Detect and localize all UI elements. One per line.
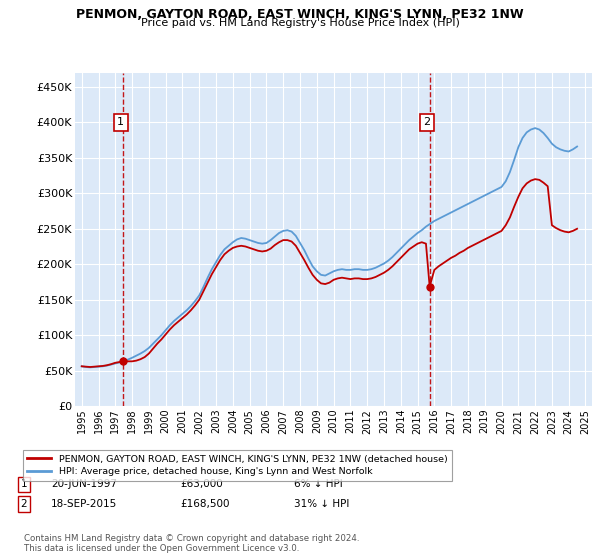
Text: 1: 1 xyxy=(20,479,28,489)
Text: £168,500: £168,500 xyxy=(180,499,229,509)
Text: 20-JUN-1997: 20-JUN-1997 xyxy=(51,479,117,489)
Text: 18-SEP-2015: 18-SEP-2015 xyxy=(51,499,117,509)
Text: Price paid vs. HM Land Registry's House Price Index (HPI): Price paid vs. HM Land Registry's House … xyxy=(140,18,460,29)
Text: 2: 2 xyxy=(20,499,28,509)
Legend: PENMON, GAYTON ROAD, EAST WINCH, KING'S LYNN, PE32 1NW (detached house), HPI: Av: PENMON, GAYTON ROAD, EAST WINCH, KING'S … xyxy=(23,450,452,480)
Text: Contains HM Land Registry data © Crown copyright and database right 2024.
This d: Contains HM Land Registry data © Crown c… xyxy=(24,534,359,553)
Text: PENMON, GAYTON ROAD, EAST WINCH, KING'S LYNN, PE32 1NW: PENMON, GAYTON ROAD, EAST WINCH, KING'S … xyxy=(76,8,524,21)
Text: £63,000: £63,000 xyxy=(180,479,223,489)
Text: 1: 1 xyxy=(117,118,124,128)
Text: 2: 2 xyxy=(424,118,431,128)
Text: 6% ↓ HPI: 6% ↓ HPI xyxy=(294,479,343,489)
Text: 31% ↓ HPI: 31% ↓ HPI xyxy=(294,499,349,509)
